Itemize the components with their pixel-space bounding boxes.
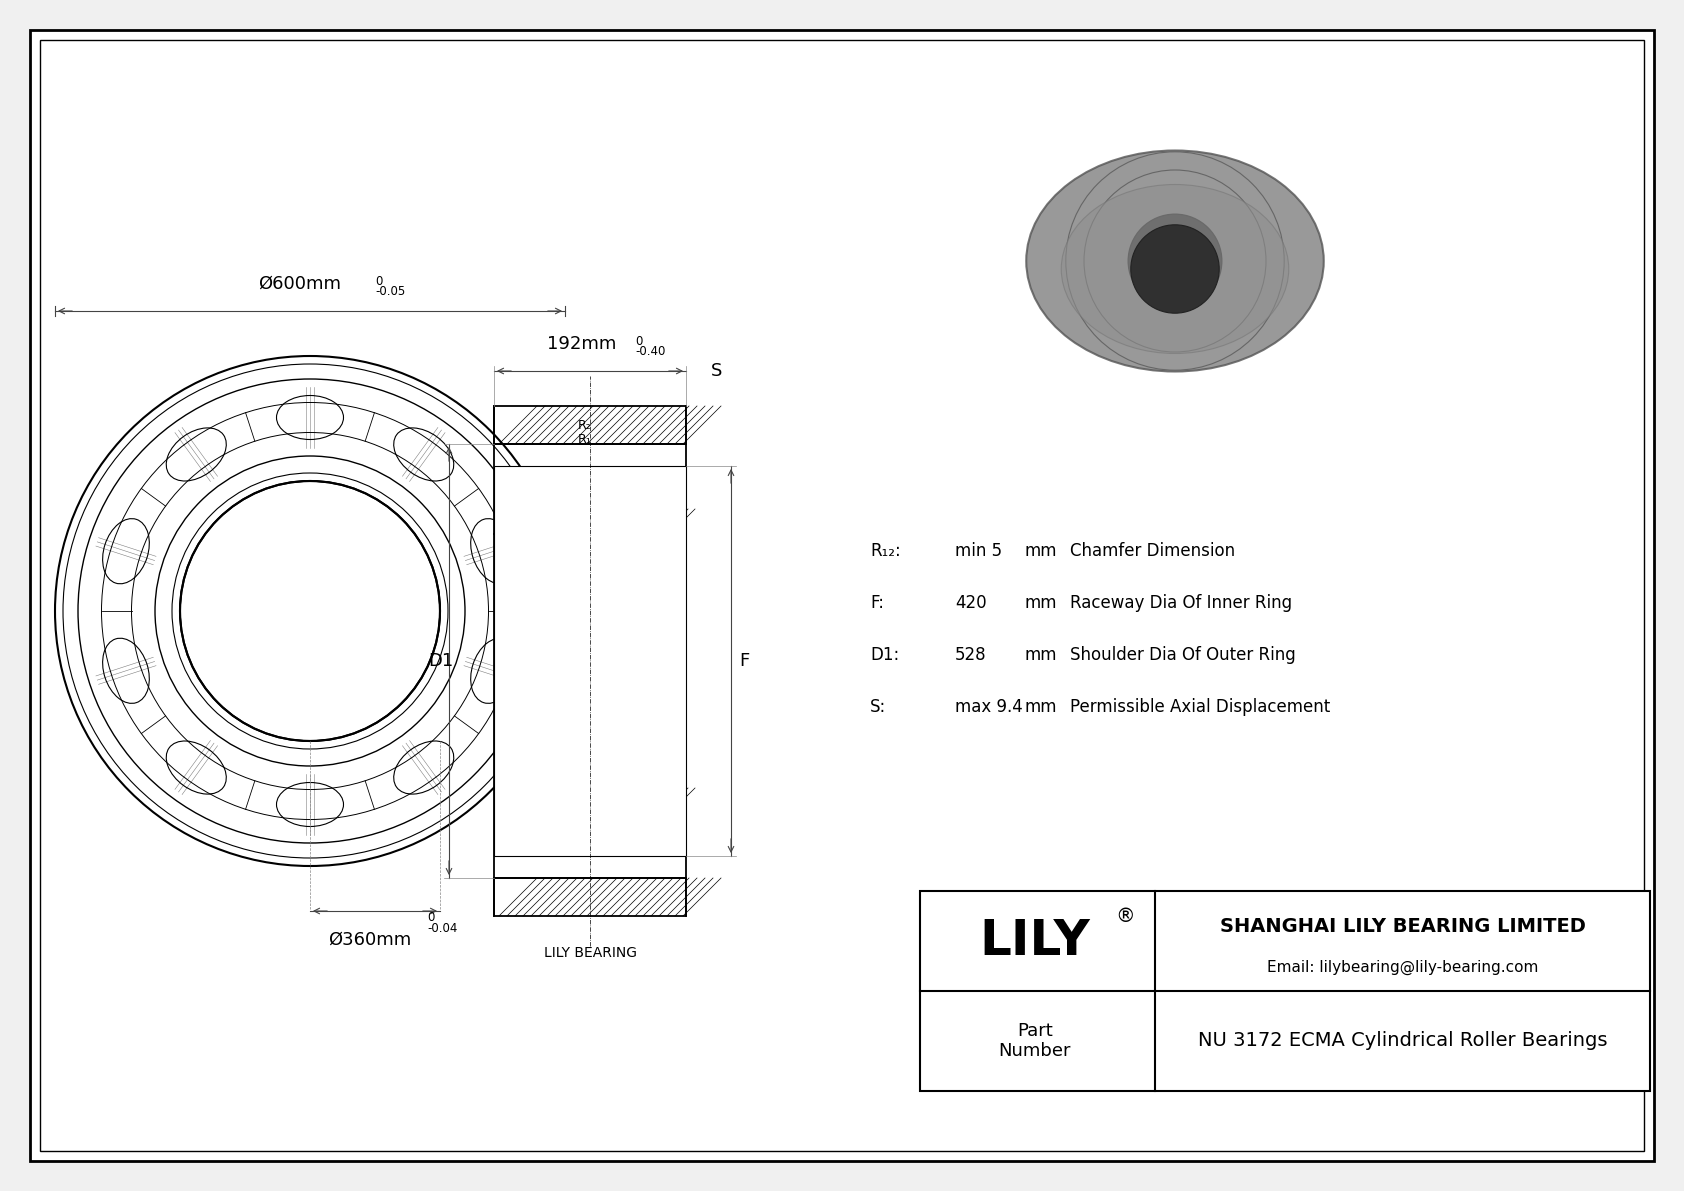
Text: -0.40: -0.40 <box>635 345 665 358</box>
Circle shape <box>1130 225 1219 313</box>
Text: S: S <box>711 362 722 380</box>
Text: D1: D1 <box>428 651 453 671</box>
Bar <box>522 593 657 629</box>
Ellipse shape <box>1061 185 1288 354</box>
Text: Permissible Axial Displacement: Permissible Axial Displacement <box>1069 698 1330 716</box>
Text: SHANGHAI LILY BEARING LIMITED: SHANGHAI LILY BEARING LIMITED <box>1219 917 1585 936</box>
Bar <box>493 406 685 444</box>
Ellipse shape <box>1026 150 1324 372</box>
Text: Ø600mm: Ø600mm <box>259 275 342 293</box>
Text: max 9.4: max 9.4 <box>955 698 1022 716</box>
Text: 0: 0 <box>635 335 642 348</box>
Text: F:: F: <box>871 594 884 612</box>
Text: ®: ® <box>1115 906 1135 925</box>
Text: 0: 0 <box>428 911 434 924</box>
Text: Ø360mm: Ø360mm <box>328 931 411 949</box>
Text: R₁: R₁ <box>578 434 591 445</box>
Text: Chamfer Dimension: Chamfer Dimension <box>1069 542 1234 560</box>
Text: -0.05: -0.05 <box>376 285 406 298</box>
Text: min 5: min 5 <box>955 542 1002 560</box>
Text: mm: mm <box>1026 698 1058 716</box>
Bar <box>505 788 674 813</box>
Text: Raceway Dia Of Inner Ring: Raceway Dia Of Inner Ring <box>1069 594 1292 612</box>
Text: F: F <box>739 651 749 671</box>
Text: mm: mm <box>1026 646 1058 665</box>
Bar <box>493 878 685 916</box>
Text: NU 3172 ECMA Cylindrical Roller Bearings: NU 3172 ECMA Cylindrical Roller Bearings <box>1197 1031 1607 1050</box>
Bar <box>919 891 1650 1091</box>
Text: R₁₂:: R₁₂: <box>871 542 901 560</box>
Text: Part
Number: Part Number <box>999 1022 1071 1060</box>
Bar <box>505 509 674 534</box>
Text: 192mm: 192mm <box>547 335 616 353</box>
Text: 528: 528 <box>955 646 987 665</box>
Text: LILY BEARING: LILY BEARING <box>544 946 637 960</box>
Text: LILY: LILY <box>980 917 1090 965</box>
Bar <box>493 466 685 856</box>
Text: mm: mm <box>1026 542 1058 560</box>
Text: D1:: D1: <box>871 646 899 665</box>
Text: Email: lilybearing@lily-bearing.com: Email: lilybearing@lily-bearing.com <box>1266 960 1537 974</box>
Text: mm: mm <box>1026 594 1058 612</box>
Text: Shoulder Dia Of Outer Ring: Shoulder Dia Of Outer Ring <box>1069 646 1295 665</box>
Bar <box>522 693 657 729</box>
Circle shape <box>1128 214 1223 307</box>
Text: R₂: R₂ <box>578 419 591 432</box>
Text: S:: S: <box>871 698 886 716</box>
Text: -0.04: -0.04 <box>428 922 458 935</box>
Text: 420: 420 <box>955 594 987 612</box>
Text: 0: 0 <box>376 275 382 288</box>
